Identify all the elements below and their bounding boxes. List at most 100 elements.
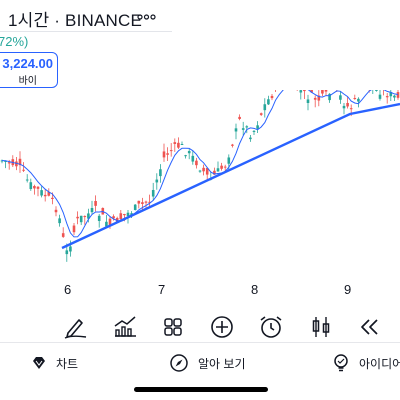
nav-chart-label: 차트 bbox=[56, 356, 79, 371]
candle-body bbox=[29, 182, 33, 190]
nav-chart[interactable]: 차트 bbox=[32, 352, 78, 374]
nav-ideas-label: 아이디어 bbox=[359, 356, 400, 371]
candle-type-icon[interactable] bbox=[308, 314, 334, 340]
price-change: 72%) bbox=[0, 34, 29, 49]
candle-body bbox=[357, 98, 360, 102]
candle-body bbox=[169, 150, 173, 152]
candle-body bbox=[378, 94, 382, 99]
buy-price-button[interactable]: 3,224.00 바이 bbox=[0, 52, 58, 88]
candle-body bbox=[105, 221, 108, 227]
candle-body bbox=[252, 130, 256, 132]
candle-body bbox=[349, 108, 353, 110]
x-axis-label: 8 bbox=[251, 282, 259, 297]
candle-body bbox=[198, 170, 202, 172]
buy-price-value: 3,224.00 bbox=[2, 56, 53, 71]
candle-body bbox=[33, 186, 36, 189]
header-divider bbox=[0, 31, 172, 32]
candle-body bbox=[173, 142, 177, 144]
candle-body bbox=[25, 179, 29, 181]
candle-body bbox=[119, 213, 123, 220]
candle-body bbox=[299, 90, 303, 93]
candle-body bbox=[51, 197, 54, 200]
candle-body bbox=[58, 218, 61, 224]
candle-body bbox=[267, 99, 270, 105]
candle-body bbox=[223, 166, 227, 168]
trendline-drawing[interactable] bbox=[61, 102, 400, 250]
chart-toolbar bbox=[0, 306, 400, 342]
candle-body bbox=[83, 216, 87, 218]
compass-icon bbox=[170, 354, 188, 372]
candle-body bbox=[346, 102, 349, 107]
bottom-navigation: 차트 알아 보기 아이디어 bbox=[0, 346, 400, 380]
candle-body bbox=[234, 128, 238, 132]
moving-average-line bbox=[1, 90, 399, 238]
more-dots-icon[interactable] bbox=[137, 12, 161, 22]
candle-body bbox=[313, 97, 317, 100]
candle-body bbox=[151, 189, 155, 197]
alarm-icon[interactable] bbox=[258, 314, 284, 340]
lightbulb-icon bbox=[334, 354, 348, 372]
candle-body bbox=[65, 250, 69, 255]
candle-body bbox=[126, 212, 130, 217]
candle-body bbox=[97, 215, 101, 221]
candle-body bbox=[69, 246, 72, 252]
nav-explore[interactable]: 알아 보기 bbox=[170, 352, 246, 374]
candle-body bbox=[180, 144, 184, 146]
replay-icon[interactable] bbox=[357, 314, 383, 340]
candle-body bbox=[259, 113, 263, 115]
candle-body bbox=[72, 225, 76, 233]
candle-body bbox=[94, 201, 97, 206]
candle-body bbox=[130, 213, 133, 216]
chart-header: 1시간 · BINANCE bbox=[0, 0, 400, 34]
diamond-icon bbox=[33, 357, 45, 369]
candle-body bbox=[245, 126, 249, 128]
nav-explore-label: 알아 보기 bbox=[198, 356, 246, 371]
candle-body bbox=[317, 95, 321, 101]
candle-body bbox=[213, 170, 216, 175]
candle-body bbox=[238, 116, 241, 119]
nav-ideas[interactable]: 아이디어 bbox=[333, 352, 400, 374]
candle-body bbox=[4, 160, 7, 162]
candle-body bbox=[141, 202, 144, 204]
candle-body bbox=[159, 169, 162, 177]
candle-body bbox=[321, 90, 324, 94]
candle-body bbox=[263, 104, 267, 111]
candle-body bbox=[303, 90, 306, 92]
indicators-icon[interactable] bbox=[112, 314, 138, 340]
candle-body bbox=[342, 105, 346, 109]
candle-body bbox=[112, 216, 115, 219]
candle-body bbox=[184, 155, 187, 157]
symbol-title[interactable]: 1시간 · BINANCE bbox=[8, 11, 143, 30]
candle-body bbox=[162, 151, 166, 158]
candle-body bbox=[202, 167, 205, 172]
candle-body bbox=[54, 209, 58, 213]
x-axis-label: 6 bbox=[64, 282, 72, 297]
x-axis-label: 9 bbox=[344, 282, 352, 297]
candle-body bbox=[148, 201, 151, 203]
candle-body bbox=[270, 95, 274, 99]
candle-body bbox=[310, 90, 313, 93]
candle-body bbox=[87, 213, 90, 219]
candle-body bbox=[108, 218, 112, 225]
add-icon[interactable] bbox=[209, 314, 235, 340]
toolbar-divider bbox=[0, 342, 400, 343]
candle-body bbox=[306, 99, 310, 103]
layouts-icon[interactable] bbox=[160, 314, 186, 340]
candle-body bbox=[90, 208, 94, 213]
candle-body bbox=[339, 95, 342, 100]
candle-body bbox=[375, 90, 378, 91]
home-indicator bbox=[134, 387, 268, 392]
candle-body bbox=[328, 93, 331, 101]
candlestick-chart[interactable] bbox=[0, 90, 400, 280]
pen-icon[interactable] bbox=[62, 314, 88, 340]
candle-body bbox=[353, 98, 357, 100]
candle-body bbox=[22, 169, 25, 171]
candle-body bbox=[324, 90, 328, 92]
candle-body bbox=[195, 160, 198, 166]
candle-body bbox=[389, 92, 393, 97]
candle-body bbox=[61, 233, 65, 237]
candle-body bbox=[205, 167, 209, 175]
candle-body bbox=[137, 200, 141, 204]
candle-body bbox=[47, 191, 51, 196]
candle-body bbox=[133, 204, 137, 210]
